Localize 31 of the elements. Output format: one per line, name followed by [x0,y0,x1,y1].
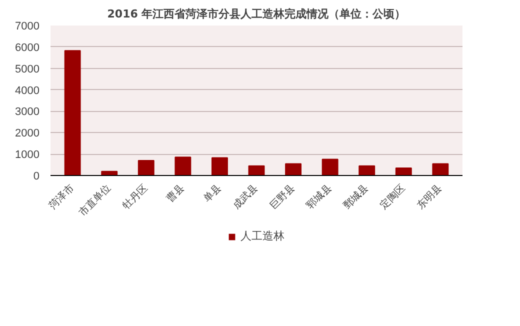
y-tick-label: 4000 [15,84,40,97]
bar [174,156,192,176]
x-tick-label: 菏泽市 [46,182,76,212]
legend-label: 人工造林 [240,228,284,244]
y-tick-label: 6000 [15,42,40,54]
y-tick-label: 3000 [15,106,40,118]
bar [211,157,228,176]
x-tick-label: 巨野县 [268,182,298,212]
x-tick-label: 鄄城县 [341,182,371,212]
bar [248,165,265,176]
bar [432,163,449,176]
y-tick-label: 2000 [15,128,40,140]
x-tick-label: 单县 [200,182,224,205]
x-tick-label: 市直单位 [76,182,114,219]
bar [64,50,81,176]
y-tick-label: 7000 [15,20,40,32]
x-tick-label: 东明县 [414,182,444,212]
y-tick-label: 0 [33,170,40,182]
x-tick-label: 郓城县 [304,182,334,212]
x-tick-label: 曹县 [164,182,187,205]
chart-title: 2016 年江西省菏泽市分县人工造林完成情况（单位：公顷） [107,8,406,20]
bar [358,165,376,176]
bar [322,158,338,176]
bar [395,168,412,176]
bar [138,160,154,176]
y-tick-label: 5000 [15,63,40,76]
x-tick-label: 牡丹区 [120,182,150,212]
y-tick-label: 1000 [15,149,40,162]
bar [285,163,302,176]
x-tick-label: 定陶区 [378,182,408,212]
x-tick-label: 成武县 [230,182,260,212]
